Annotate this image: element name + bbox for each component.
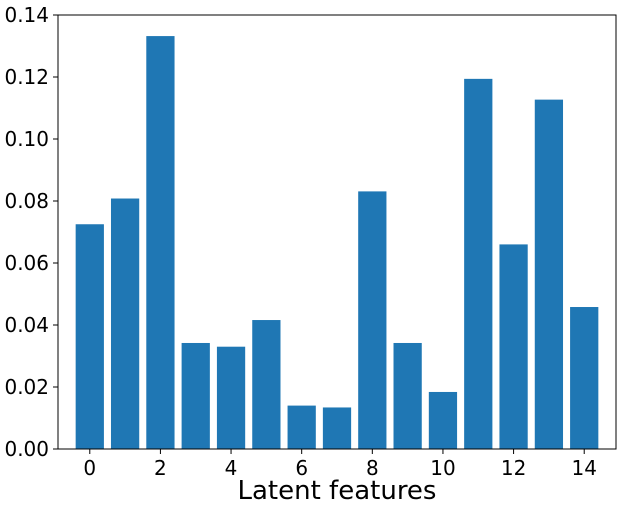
y-tick-label: 0.04 xyxy=(4,313,49,337)
y-tick-label: 0.10 xyxy=(4,127,49,151)
bar-6 xyxy=(287,405,316,449)
bar-13 xyxy=(534,99,564,449)
x-tick-label: 4 xyxy=(225,456,238,480)
bar-3 xyxy=(181,342,210,449)
bar-11 xyxy=(464,78,493,450)
x-tick-label: 14 xyxy=(571,456,596,480)
x-tick-label: 6 xyxy=(295,456,308,480)
x-tick-label: 12 xyxy=(501,456,526,480)
y-axis: 0.00 0.02 0.04 0.06 0.08 0.10 0.12 0.14 xyxy=(4,3,58,461)
x-axis: 0 2 4 6 8 10 12 14 xyxy=(83,449,597,480)
bar-4 xyxy=(216,346,246,449)
x-tick-label: 2 xyxy=(154,456,167,480)
x-tick-label: 10 xyxy=(430,456,455,480)
x-tick-label: 8 xyxy=(366,456,379,480)
bar-2 xyxy=(146,36,175,450)
bar-1 xyxy=(110,198,140,449)
y-tick-label: 0.12 xyxy=(4,65,49,89)
bars-group xyxy=(75,36,599,450)
x-tick-label: 0 xyxy=(83,456,96,480)
y-tick-label: 0.08 xyxy=(4,189,49,213)
bar-9 xyxy=(393,342,422,449)
bar-7 xyxy=(322,407,352,449)
bar-10 xyxy=(428,391,458,449)
x-axis-label: Latent features xyxy=(238,476,437,506)
bar-12 xyxy=(499,244,528,449)
bar-14 xyxy=(570,307,599,449)
y-tick-label: 0.06 xyxy=(4,251,49,275)
y-tick-label: 0.02 xyxy=(4,375,49,399)
bar-8 xyxy=(358,191,387,449)
plot-frame xyxy=(57,14,617,450)
bar-0 xyxy=(75,224,104,449)
y-tick-label: 0.14 xyxy=(4,3,49,27)
bar-5 xyxy=(252,320,281,449)
y-tick-label: 0.00 xyxy=(4,437,49,461)
